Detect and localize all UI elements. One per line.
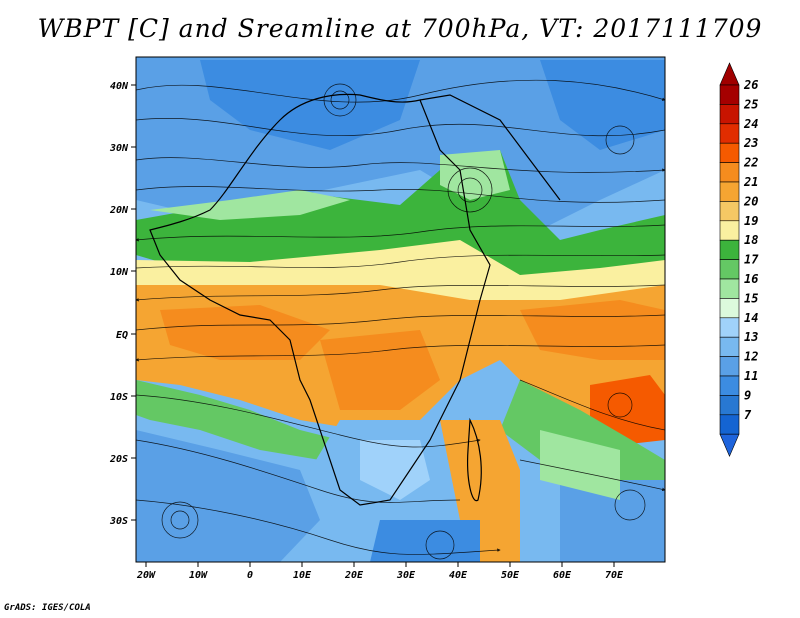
colorbar-box — [719, 414, 740, 435]
colorbar-label: 12 — [744, 350, 758, 364]
colorbar-label: 22 — [743, 156, 758, 170]
lon-label-70e: 70E — [605, 570, 624, 581]
colorbar-box — [719, 220, 740, 241]
wbpt-field — [136, 57, 665, 562]
colorbar-top-arrow — [719, 62, 740, 86]
lat-label-20s: 20S — [109, 454, 128, 465]
colorbar-bottom-arrow — [719, 433, 740, 457]
colorbar-box — [719, 181, 740, 202]
lon-label-20w: 20W — [136, 570, 156, 581]
lat-label-30n: 30N — [109, 143, 129, 154]
colorbar-label: 14 — [744, 311, 758, 325]
grads-credit: GrADS: IGES/COLA — [4, 603, 91, 613]
lon-label-40e: 40E — [449, 570, 468, 581]
colorbar-label: 13 — [744, 330, 758, 344]
lat-axis: 40N 30N 20N 10N EQ 10S 20S 30S — [109, 81, 136, 527]
coastlines — [149, 93, 561, 506]
colorbar-label: 20 — [743, 194, 758, 208]
lon-label-50e: 50E — [501, 570, 520, 581]
colorbar-label: 17 — [744, 253, 759, 267]
colorbar-box — [719, 298, 740, 319]
lat-label-20n: 20N — [109, 205, 129, 216]
lon-label-0: 0 — [247, 570, 253, 581]
lon-label-60e: 60E — [553, 570, 572, 581]
colorbar: 26 25 24 23 22 21 20 19 18 17 16 15 14 13 12 11 9 7 — [719, 62, 759, 457]
colorbar-box — [719, 201, 740, 222]
lon-label-10e: 10E — [293, 570, 312, 581]
colorbar-label: 19 — [744, 214, 758, 228]
colorbar-box — [719, 278, 740, 299]
colorbar-box — [719, 336, 740, 357]
colorbar-label: 23 — [743, 136, 758, 150]
colorbar-box — [719, 123, 740, 144]
lat-label-10n: 10N — [110, 267, 129, 278]
colorbar-box — [719, 375, 740, 396]
streamlines — [136, 79, 665, 560]
colorbar-label: 26 — [743, 78, 758, 92]
colorbar-box — [719, 395, 740, 416]
colorbar-label: 11 — [744, 369, 758, 383]
lon-label-30e: 30E — [396, 570, 416, 581]
colorbar-label: 9 — [744, 388, 751, 402]
colorbar-box — [719, 356, 740, 377]
lat-label-eq: EQ — [116, 330, 128, 341]
lat-label-40n: 40N — [110, 81, 129, 92]
colorbar-box — [719, 162, 740, 183]
map-frame — [135, 56, 666, 563]
colorbar-box — [719, 239, 740, 260]
lon-label-20e: 20E — [344, 570, 364, 581]
colorbar-label: 7 — [744, 408, 752, 422]
lat-label-10s: 10S — [110, 392, 128, 403]
colorbar-box — [719, 142, 740, 163]
colorbar-label: 15 — [744, 291, 758, 305]
colorbar-label: 16 — [744, 272, 758, 286]
colorbar-label: 24 — [743, 117, 758, 131]
colorbar-label: 18 — [744, 233, 758, 247]
colorbar-box — [719, 259, 740, 280]
lat-label-30s: 30S — [109, 516, 128, 527]
colorbar-box — [719, 84, 740, 105]
colorbar-label: 25 — [743, 97, 758, 111]
colorbar-box — [719, 317, 740, 338]
lon-axis: 20W 10W 0 10E 20E 30E 40E 50E 60E 70E — [136, 562, 624, 581]
colorbar-label: 21 — [743, 175, 758, 189]
plot-title: WBPT [C] and Sreamline at 700hPa, VT: 20… — [37, 14, 763, 43]
lon-label-10w: 10W — [189, 570, 208, 581]
colorbar-box — [719, 104, 740, 125]
